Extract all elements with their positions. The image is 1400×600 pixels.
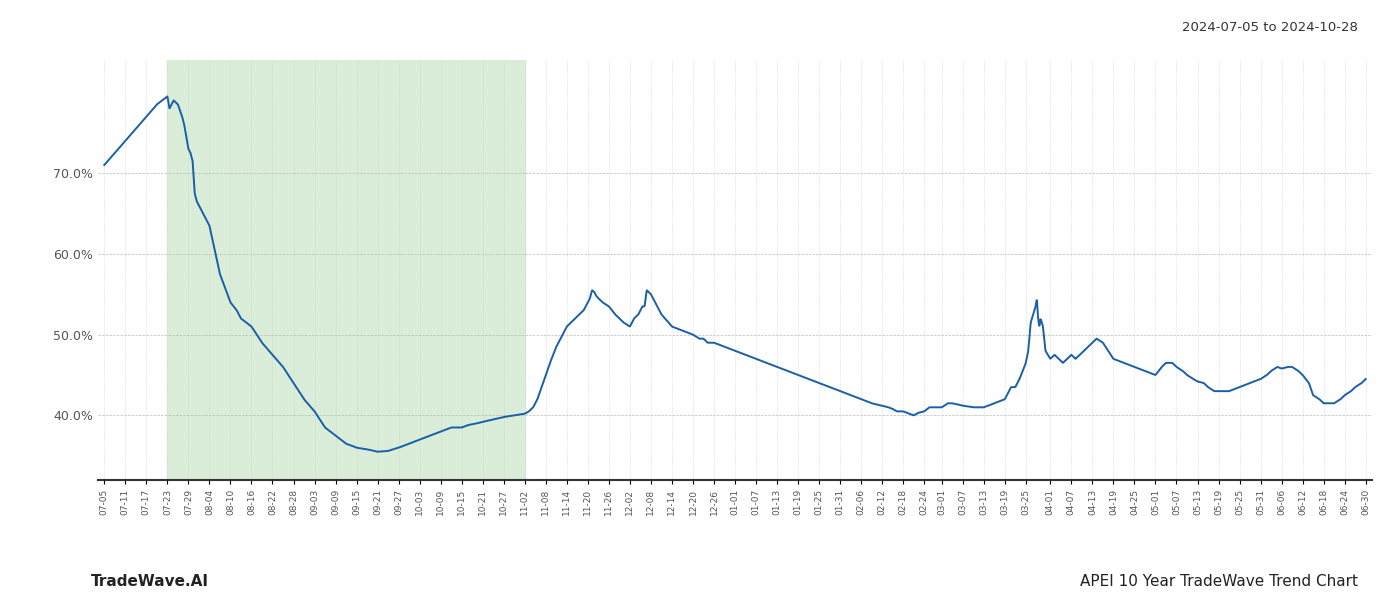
Text: APEI 10 Year TradeWave Trend Chart: APEI 10 Year TradeWave Trend Chart [1079, 574, 1358, 589]
Bar [168, 60, 525, 480]
Text: TradeWave.AI: TradeWave.AI [91, 574, 209, 589]
Text: 2024-07-05 to 2024-10-28: 2024-07-05 to 2024-10-28 [1182, 21, 1358, 34]
